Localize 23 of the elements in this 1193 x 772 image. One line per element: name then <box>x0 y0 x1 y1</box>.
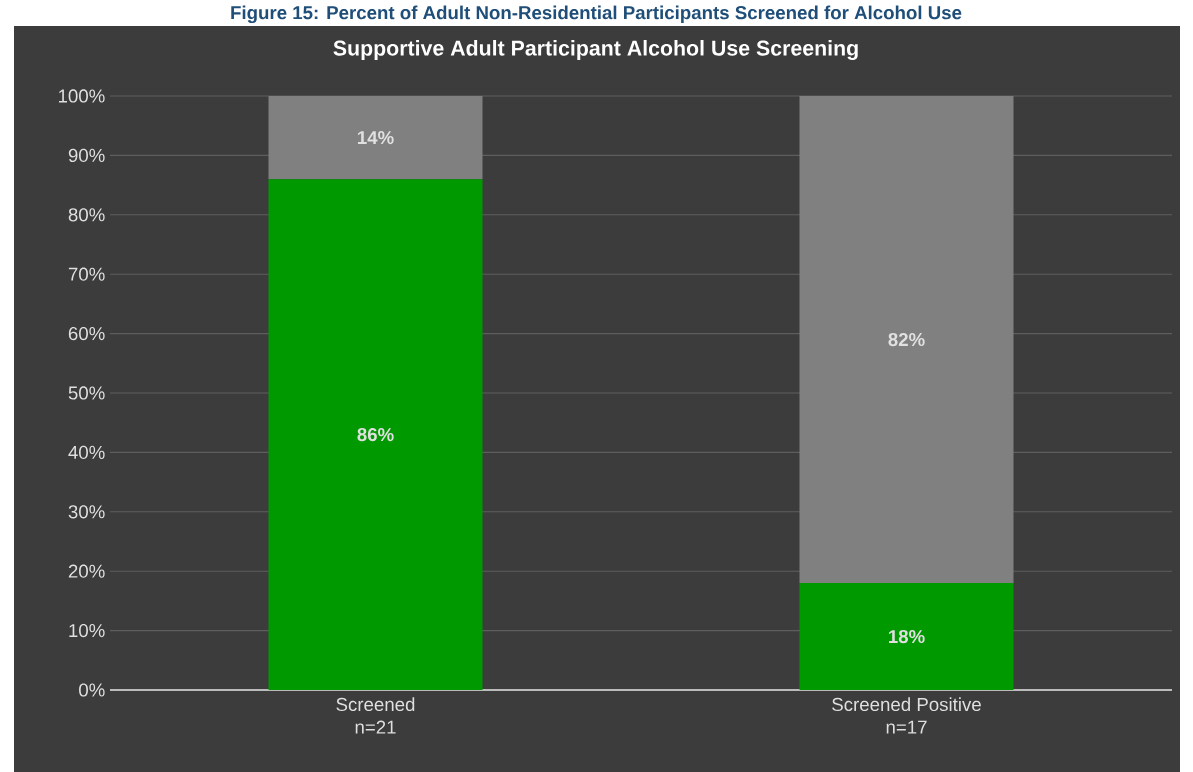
y-tick-label: 80% <box>68 208 105 222</box>
bar <box>799 583 1014 690</box>
data-label: 18% <box>889 629 925 644</box>
data-label: 14% <box>357 131 394 145</box>
y-tick-label: 60% <box>68 326 105 341</box>
bar <box>799 96 1014 584</box>
y-tick-label: 100% <box>58 89 105 103</box>
y-tick-label: 30% <box>68 505 105 519</box>
y-tick-label: 0% <box>79 683 105 697</box>
data-label: 82% <box>888 332 925 347</box>
chart-title: Supportive Adult Participant Alcohol Use Screening <box>333 40 858 60</box>
y-tick-label: 90% <box>68 148 105 163</box>
caption: Figure 15: Percent of Adult Non-Residential Participants Screened for Alcohol Use <box>231 5 962 24</box>
x-tick-label: Screened n=21 <box>336 697 415 734</box>
y-tick-label: 50% <box>68 386 105 400</box>
y-tick-label: 10% <box>69 623 105 638</box>
bar <box>268 96 483 180</box>
y-tick-label: 70% <box>68 267 105 281</box>
x-tick-label: Screened Positive n=17 <box>832 697 981 734</box>
y-tick-label: 20% <box>68 564 105 578</box>
data-label: 86% <box>357 427 394 442</box>
bar <box>268 179 483 690</box>
y-tick-label: 40% <box>68 445 105 460</box>
